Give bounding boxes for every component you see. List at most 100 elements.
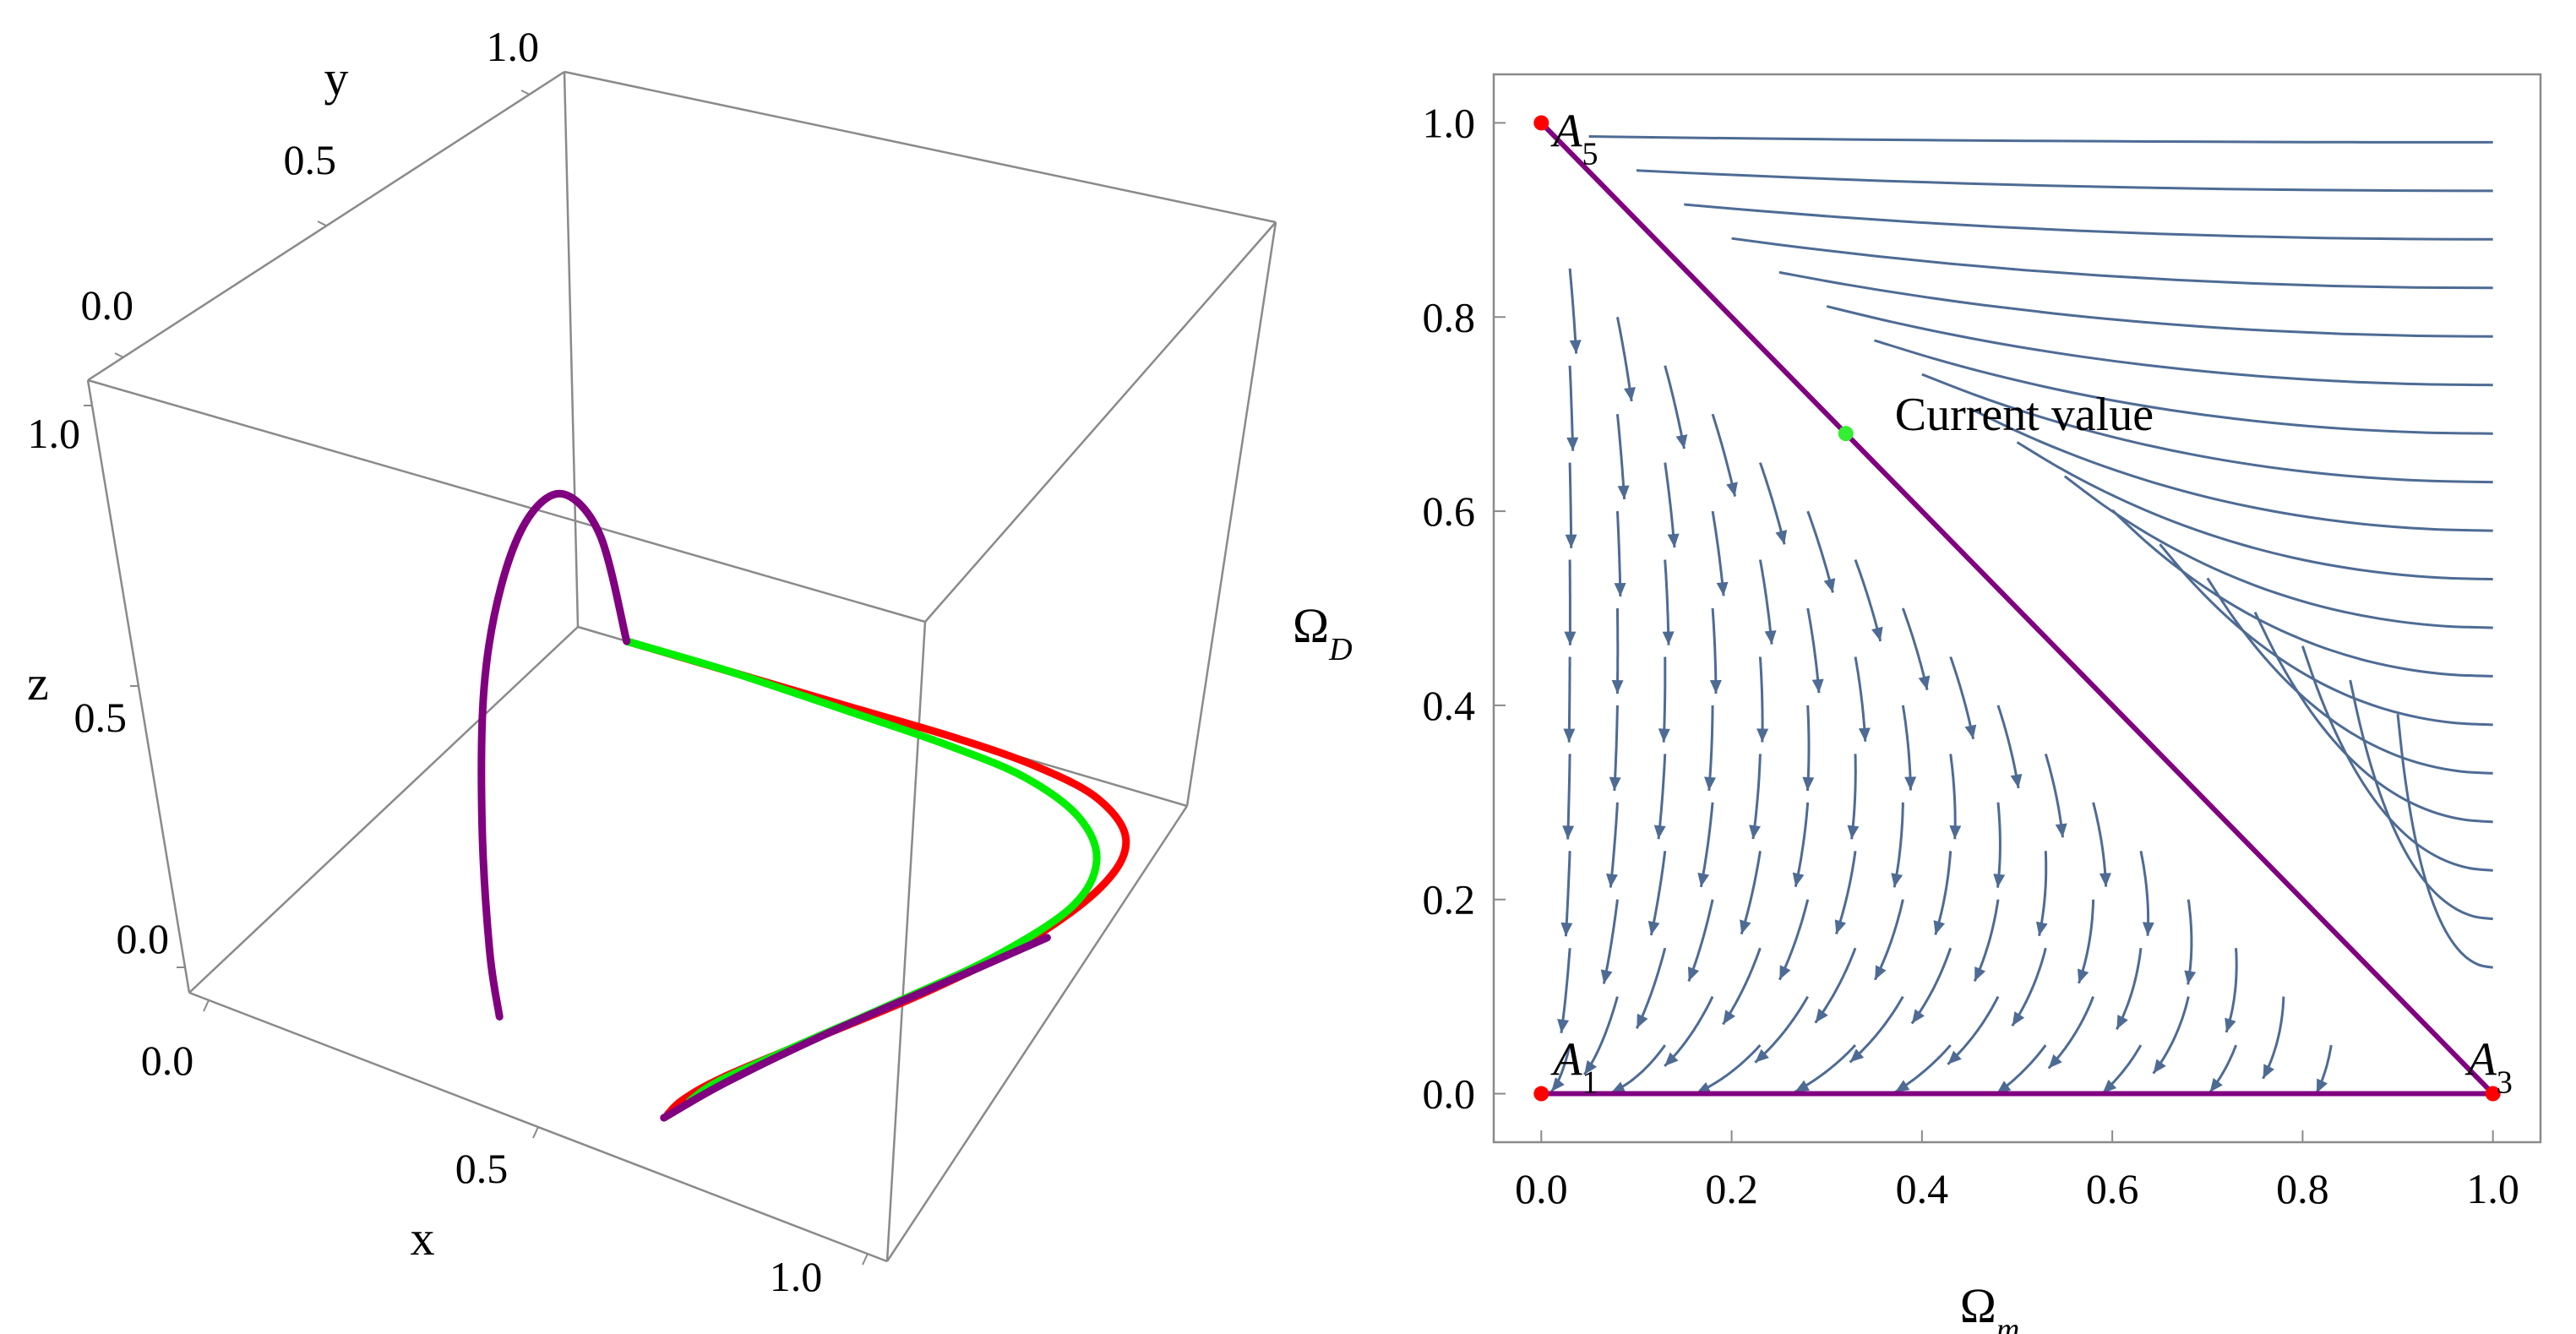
current-value-point [1838,426,1854,442]
x-tick-label: 0.0 [141,1037,194,1084]
streamline [1664,995,1714,1067]
streamline-arrow [1704,776,1717,791]
streamline [1893,802,1904,888]
streamline [1615,413,1626,500]
streamline [1636,169,2493,193]
streamline [1711,607,1718,694]
streamline [1849,995,1904,1064]
streamline-arrow [1637,1013,1648,1029]
streamline-arrow [1675,434,1688,449]
streamline [2225,948,2238,1033]
invariant-boundary [1539,121,2495,1097]
streamline [2139,850,2150,936]
streamline-arrow [2055,823,2067,838]
streamline [1731,237,2493,290]
streamline [1854,656,1867,742]
streamline-arrow [2142,922,2154,936]
streamline [1806,510,1834,593]
streamline-arrow [1823,578,1836,593]
streamline [1754,995,1810,1064]
streamline-arrow [1895,1080,1910,1092]
streamline-arrow [1569,340,1582,354]
streamline [1973,899,2000,983]
streamline [1834,851,1857,935]
streamline [1806,607,1821,694]
streamline-arrow [1764,630,1777,645]
streamline-arrow [1600,969,1613,984]
streamline [2044,753,2064,838]
streamline-arrow [1610,1081,1626,1093]
boundary-diagonal [1539,121,2495,1096]
streamline-arrow [1560,922,1573,937]
critical-point [1533,115,1549,131]
streamline [1699,802,1714,888]
streamline-arrow [1667,533,1680,548]
x-tick-label: 0.6 [2086,1165,2139,1212]
streamline-arrow [1647,920,1660,935]
x-axis-label: Ωm [1960,1278,2020,1334]
streamline [1949,754,1957,840]
streamline-arrow [1871,626,1883,641]
streamline [1814,947,1857,1024]
y-tick-label: 0.4 [1423,682,1476,729]
streamline [1934,851,1952,935]
streamline-arrow [2316,1078,2328,1093]
y-tick-label: 0.6 [1423,487,1476,535]
streamline-arrow [1687,966,1700,982]
streamline-arrow [1756,728,1769,743]
streamline [2116,947,2143,1031]
streamline-arrow [1606,873,1618,888]
streamline-arrow [1775,530,1788,545]
streamline [2038,851,2048,937]
streamline [1564,851,1571,937]
streamline-arrow [1565,534,1577,548]
streamline [1664,462,1676,548]
streamline [1758,559,1773,645]
streamline [1568,365,1575,451]
streamline-arrow [1564,631,1577,645]
streamline [1901,607,1929,691]
streamline-arrow [1709,679,1722,694]
streamline-arrow [1964,724,1977,739]
streamline-arrow [1697,872,1710,887]
streamlines [1550,135,2493,1095]
y-tick-label: 0.0 [1423,1070,1476,1118]
streamline [2262,996,2285,1080]
z-tick-label: 0.0 [117,915,170,962]
streamline [1711,413,1737,497]
streamline-arrow [2010,773,2023,788]
streamline [1794,802,1810,888]
streamline [2047,996,2094,1070]
3d-trajectories [477,489,1130,1122]
x-tick-label: 1.0 [770,1253,823,1300]
streamline-arrow [1557,1018,1570,1033]
streamline-arrow [1891,873,1903,888]
streamline-arrow [1993,874,2006,888]
streamline-arrow [1974,966,1986,982]
streamline-arrow [1723,1010,1735,1025]
streamline [1649,851,1667,936]
streamline-arrow [1624,387,1636,401]
streamline-arrow [1614,583,1626,597]
streamline-arrow [1834,919,1847,934]
streamline [2152,996,2190,1075]
3d-axis-labels: 0.0 0.5 1.0 x 0.0 0.5 1.0 y 1.0 0.5 0.0 … [27,23,822,1300]
x-tick-label: 0.0 [1515,1165,1568,1212]
axis-ticks: 0.0 0.2 0.4 0.6 0.8 1.0 0.0 0.2 0.4 0.6 0.8 1.0 [1423,99,2519,1212]
streamline-arrow [1562,825,1575,840]
3d-bounding-box [86,70,1277,1263]
y-tick-label: 0.0 [81,281,134,329]
streamline-arrow [1947,1050,1962,1064]
streamline [1588,135,2493,144]
trajectory-curve [660,934,1051,1122]
streamline [1850,754,1857,840]
trajectory-curve [477,489,631,1021]
streamline-arrow [1794,1080,1810,1092]
streamline [2011,947,2047,1027]
y-axis-label: y [324,51,349,106]
streamline-arrow [2184,970,2197,985]
streamline [1921,373,2493,484]
x-axis-label: x [411,1211,435,1266]
